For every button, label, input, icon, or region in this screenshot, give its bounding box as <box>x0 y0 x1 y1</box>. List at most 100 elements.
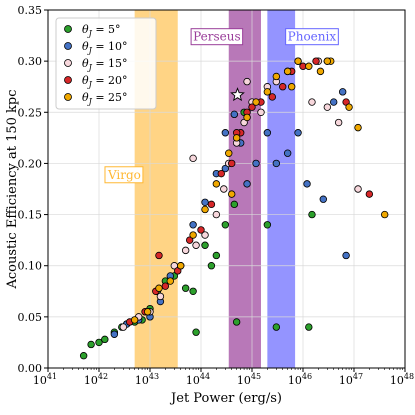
legend-entry-label: θJ = 25° <box>82 91 128 106</box>
data-point-series-5 <box>177 262 185 270</box>
data-point-series-5 <box>354 123 362 132</box>
data-point-series-1 <box>87 340 95 349</box>
legend-box <box>55 17 157 110</box>
data-point-series-1 <box>263 221 272 229</box>
y-tick-label: 0.30 <box>18 55 43 68</box>
legend-entry-label: θJ = 5° <box>82 23 121 38</box>
data-point-series-2 <box>221 164 230 173</box>
data-point-series-3 <box>156 292 165 301</box>
data-point-series-5 <box>225 149 233 157</box>
y-tick-label: 0.20 <box>18 157 43 170</box>
data-point-series-3 <box>323 103 332 111</box>
data-point-series-1 <box>212 251 221 260</box>
data-point-series-5 <box>232 134 241 142</box>
y-tick-label: 0.15 <box>18 209 43 222</box>
data-point-series-2 <box>330 98 338 106</box>
axis-ticks: 1041 1042 1043 1044 1045 1046 1047 1048 0.00 0.05… <box>18 4 415 387</box>
data-point-series-3 <box>119 323 128 331</box>
data-point-series-2 <box>294 129 302 137</box>
x-tick-label: 1047 <box>339 372 363 387</box>
y-tick-label: 0.05 <box>18 311 43 324</box>
data-point-series-5 <box>201 205 209 214</box>
data-point-series-3 <box>354 185 362 193</box>
data-point-series-5 <box>189 231 197 239</box>
data-point-series-2 <box>319 195 327 203</box>
data-point-series-5 <box>212 180 221 188</box>
legend-marker <box>64 25 72 33</box>
data-point-series-5 <box>345 103 353 111</box>
data-point-series-5 <box>263 88 272 96</box>
legend-entry-label: θJ = 20° <box>82 74 128 89</box>
data-point-series-2 <box>201 198 209 206</box>
data-point-series-1 <box>207 262 216 270</box>
data-point-series-2 <box>338 88 347 96</box>
legend-marker <box>64 93 72 101</box>
band-label-box <box>104 166 144 184</box>
data-point-series-5 <box>323 57 332 65</box>
band-label-phoenix: Phoenix <box>288 30 337 44</box>
band-label-perseus: Perseus <box>193 30 241 44</box>
data-point-series-4 <box>248 103 256 111</box>
data-points <box>79 57 389 360</box>
data-point-series-3 <box>189 154 197 163</box>
data-point-series-4 <box>155 251 163 260</box>
data-point-series-2 <box>342 251 350 260</box>
data-point-series-3 <box>192 241 200 249</box>
data-point-series-2 <box>230 110 239 119</box>
data-point-series-1 <box>221 221 230 229</box>
band-label-box <box>285 28 339 46</box>
x-tick-label: 1043 <box>135 372 159 387</box>
data-point-series-1 <box>232 318 241 326</box>
data-point-series-3 <box>308 98 316 106</box>
data-point-series-4 <box>197 226 205 234</box>
data-point-series-1 <box>192 328 200 336</box>
data-point-series-2 <box>221 129 230 137</box>
legend: θJ = 5° θJ = 10° θJ = 15° θJ = 20° θJ = 25° <box>55 17 157 110</box>
data-point-series-1 <box>305 323 313 331</box>
data-point-series-4 <box>312 57 320 65</box>
y-tick-label: 0.10 <box>18 260 43 273</box>
y-axis-label: Acoustic Efficiency at 150 kpc <box>5 89 20 289</box>
legend-entry-label: θJ = 15° <box>82 57 128 72</box>
x-tick-label: 1041 <box>33 372 57 387</box>
data-point-series-4 <box>268 93 276 101</box>
data-point-series-1 <box>181 284 190 292</box>
data-point-series-5 <box>243 113 251 122</box>
data-point-series-2 <box>283 149 292 157</box>
data-point-series-5 <box>294 57 302 65</box>
data-point-series-5 <box>252 98 260 106</box>
data-point-series-1 <box>308 210 316 219</box>
data-point-series-5 <box>283 67 292 76</box>
data-point-series-2 <box>243 180 251 188</box>
data-point-series-5 <box>272 72 281 81</box>
data-point-series-3 <box>220 185 228 193</box>
data-point-series-5 <box>166 277 174 285</box>
band-perseus <box>228 10 261 368</box>
data-point-series-2 <box>303 180 311 188</box>
data-point-series-1 <box>79 352 88 360</box>
legend-entry-label: θJ = 10° <box>82 40 128 55</box>
band-phoenix <box>267 10 296 368</box>
data-point-series-1 <box>101 335 109 344</box>
data-point-series-3 <box>243 77 251 86</box>
data-point-series-5 <box>381 210 389 219</box>
data-point-series-1 <box>95 338 103 347</box>
data-point-series-2 <box>189 221 197 229</box>
data-point-series-2 <box>272 159 281 168</box>
data-point-series-2 <box>252 159 260 168</box>
data-point-series-3 <box>334 118 343 127</box>
data-point-series-4 <box>365 190 374 198</box>
star-marker <box>230 87 245 102</box>
x-tick-label: 1046 <box>288 372 312 387</box>
data-point-series-5 <box>316 67 325 76</box>
data-point-series-5 <box>287 83 296 91</box>
data-point-series-3 <box>181 246 190 255</box>
y-tick-label: 0.35 <box>18 4 43 17</box>
data-point-series-4 <box>228 159 236 168</box>
data-point-series-1 <box>201 241 209 249</box>
band-labels: Virgo Perseus Phoenix <box>104 28 339 184</box>
data-point-series-5 <box>130 316 139 324</box>
band-label-virgo: Virgo <box>107 168 141 182</box>
data-point-series-3 <box>201 231 209 239</box>
